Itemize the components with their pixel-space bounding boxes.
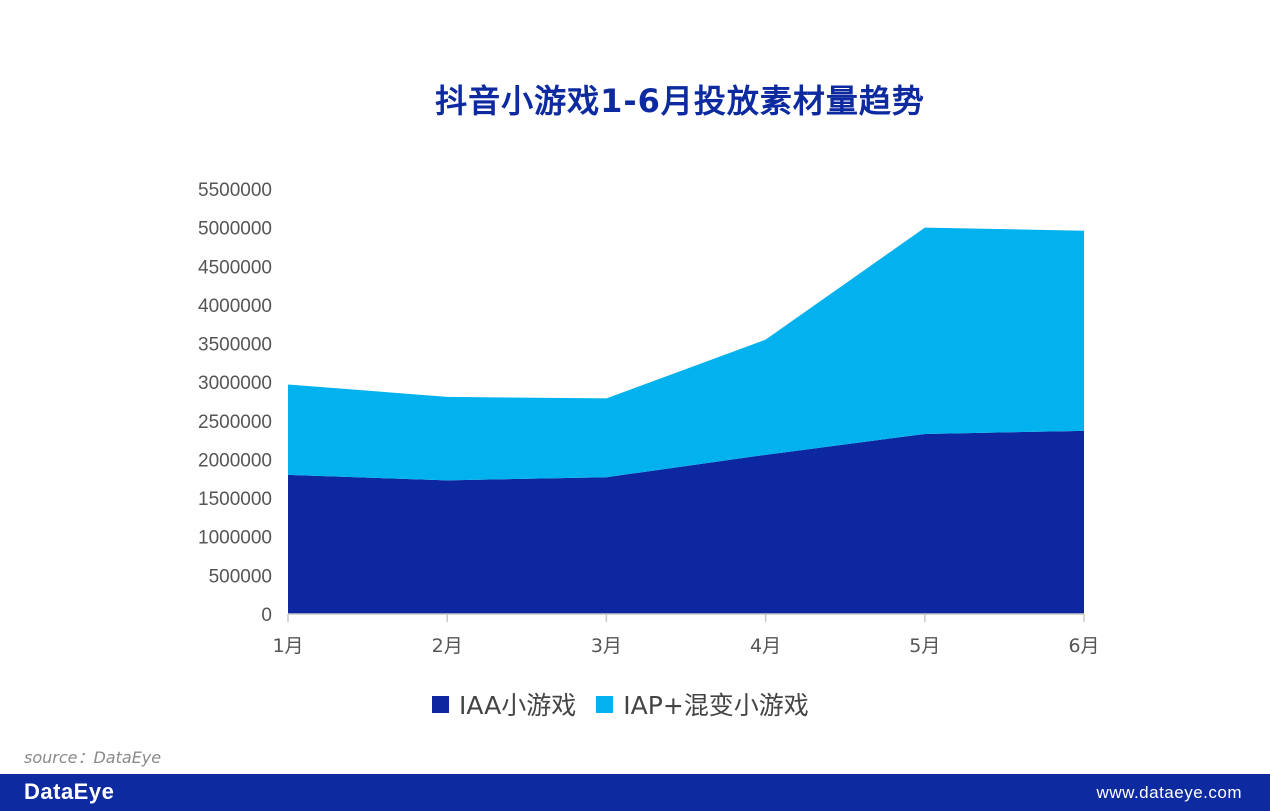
y-tick-label: 5500000 bbox=[198, 180, 272, 201]
area-series-2 bbox=[288, 227, 1084, 481]
x-tick-label: 1月 bbox=[272, 635, 303, 657]
y-tick-label: 1500000 bbox=[198, 489, 272, 510]
legend-label-iaa: IAA小游戏 bbox=[459, 691, 577, 720]
x-tick-label: 3月 bbox=[591, 635, 622, 657]
y-tick-label: 5000000 bbox=[198, 219, 272, 240]
x-tick-label: 5月 bbox=[909, 635, 940, 657]
y-tick-label: 4500000 bbox=[198, 257, 272, 278]
y-tick-label: 0 bbox=[261, 605, 272, 626]
chart-title: 抖音小游戏1-6月投放素材量趋势 bbox=[435, 82, 925, 120]
legend-swatch-iaa bbox=[432, 695, 449, 713]
source-note: source：DataEye bbox=[24, 748, 162, 767]
y-tick-label: 1000000 bbox=[198, 528, 272, 549]
y-tick-label: 2000000 bbox=[198, 450, 272, 471]
area-series-1 bbox=[288, 430, 1084, 614]
footer-url[interactable]: www.dataeye.com bbox=[1096, 783, 1242, 802]
legend-item-iaa[interactable]: IAA小游戏 bbox=[432, 686, 576, 722]
x-tick-label: 4月 bbox=[750, 635, 781, 657]
y-tick-label: 2500000 bbox=[198, 412, 272, 433]
x-tick-label: 2月 bbox=[432, 635, 463, 657]
x-tick-label: 6月 bbox=[1068, 635, 1099, 657]
y-tick-label: 4000000 bbox=[198, 296, 272, 317]
y-tick-label: 500000 bbox=[209, 566, 272, 587]
y-tick-label: 3000000 bbox=[198, 373, 272, 394]
legend-item-iap[interactable]: IAP+混变小游戏 bbox=[596, 686, 809, 722]
footer-logo: DataEye bbox=[24, 779, 115, 804]
footer-bar: DataEye www.dataeye.com bbox=[0, 774, 1270, 811]
legend-label-iap: IAP+混变小游戏 bbox=[623, 691, 809, 720]
y-tick-label: 3500000 bbox=[198, 335, 272, 356]
legend-swatch-iap bbox=[596, 695, 614, 713]
legend: IAA小游戏 IAP+混变小游戏 bbox=[432, 686, 829, 722]
